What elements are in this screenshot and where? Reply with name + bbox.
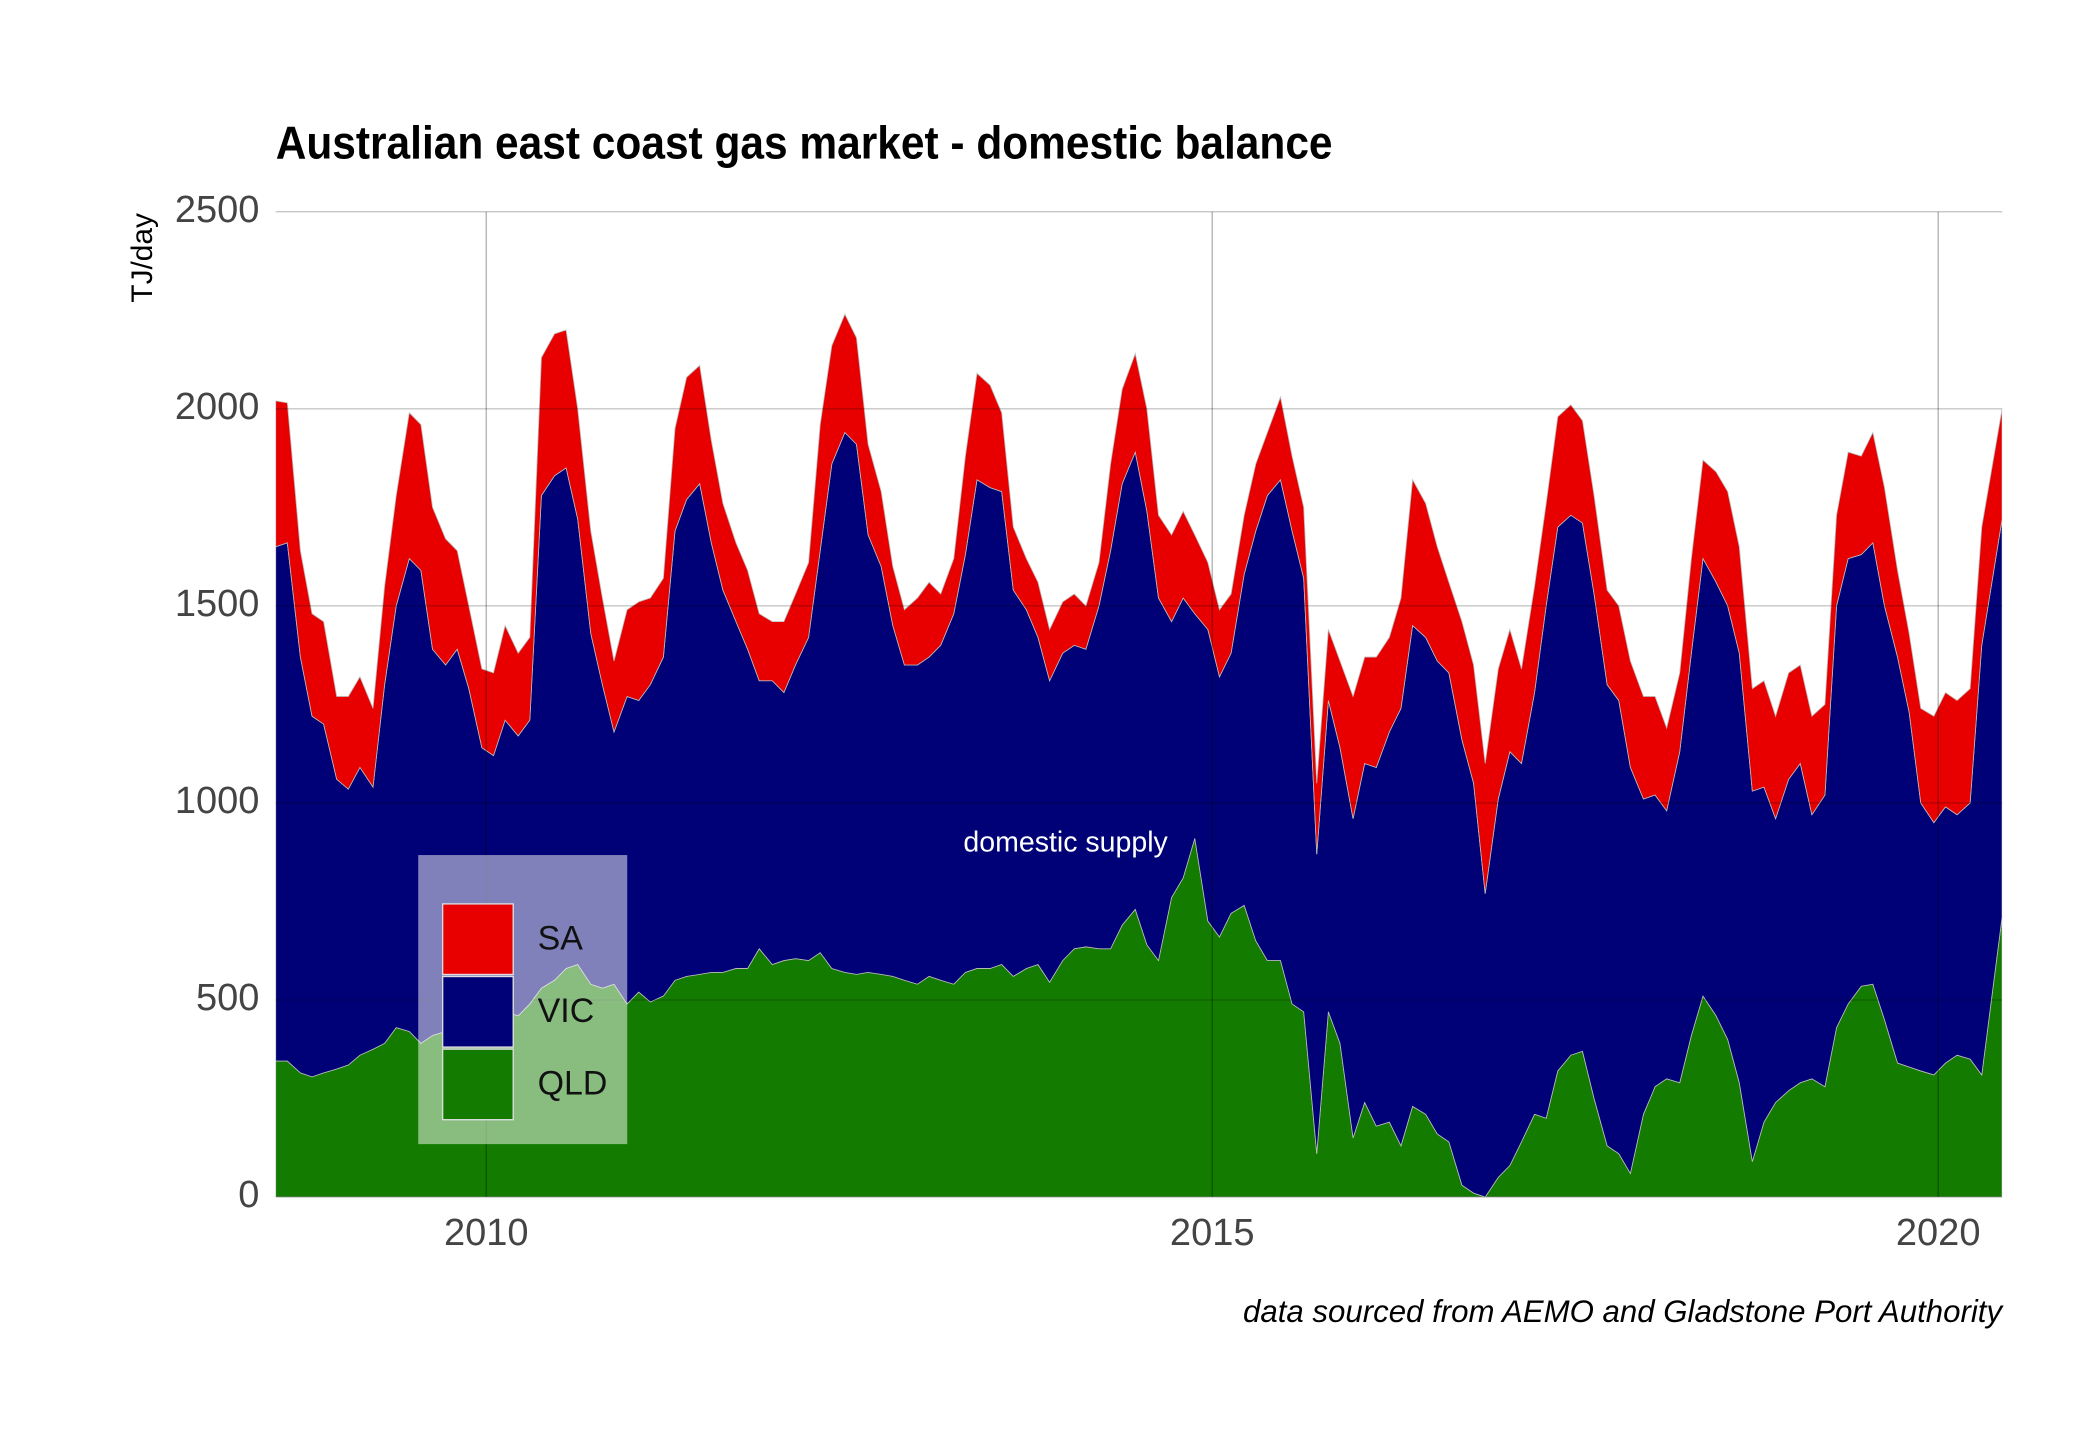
x-tick-label: 2015	[1170, 1212, 1255, 1254]
legend-key	[441, 1048, 514, 1121]
x-tick-label: 2020	[1896, 1212, 1981, 1254]
legend-label: VIC	[538, 992, 595, 1030]
y-tick-label: 0	[238, 1174, 259, 1216]
chart-title: Australian east coast gas market - domes…	[276, 118, 1333, 169]
y-tick-label: 2500	[175, 189, 260, 231]
y-tick-label: 2000	[175, 386, 260, 428]
y-tick-label: 1500	[175, 583, 260, 625]
legend-label: QLD	[538, 1065, 608, 1103]
y-tick-label: 1000	[175, 780, 260, 822]
legend-key	[441, 903, 514, 976]
area	[275, 313, 2003, 894]
x-tick-label: 2010	[444, 1212, 529, 1254]
y-axis-label: TJ/day	[126, 213, 159, 303]
legend-label: SA	[538, 920, 584, 958]
caption: data sourced from AEMO and Gladstone Por…	[1243, 1294, 2004, 1329]
y-tick-label: 500	[196, 977, 259, 1019]
legend-key	[441, 975, 514, 1048]
annotation: domestic supply	[963, 827, 1168, 859]
